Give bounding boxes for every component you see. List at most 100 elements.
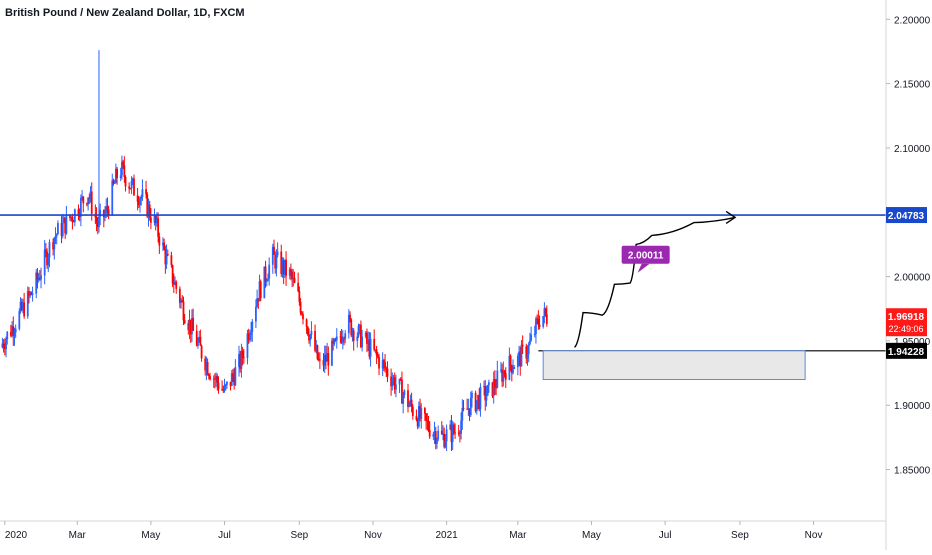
candle-body [285, 259, 287, 276]
candle-body [52, 242, 55, 250]
target-callout: 2.00011 [621, 245, 670, 273]
candle-body [136, 195, 139, 202]
candle-body [251, 321, 254, 333]
candle-body [165, 253, 168, 265]
candle-body [187, 323, 190, 331]
candle-body [275, 255, 278, 269]
candle-body [154, 215, 157, 224]
candle-body [504, 373, 507, 380]
candle-body [82, 196, 85, 204]
candle-body [212, 378, 215, 380]
candle-body [484, 386, 487, 401]
candle-body [323, 354, 326, 366]
candle-body [485, 395, 488, 401]
x-tick-label: Nov [364, 530, 382, 541]
candle-body [60, 223, 63, 236]
candle-body [491, 382, 494, 397]
candle-body [198, 336, 201, 342]
candle-body [209, 376, 211, 380]
candle-body [368, 339, 371, 357]
candle-body [70, 216, 73, 219]
candle-body [63, 217, 65, 223]
candle-body [339, 336, 342, 338]
candle-body [140, 197, 143, 200]
projection-box [542, 350, 806, 380]
candle-body [407, 390, 409, 407]
x-tick-label: Jul [218, 530, 231, 541]
candle-body [494, 379, 496, 388]
candle-body [458, 432, 461, 434]
candle-body [119, 175, 122, 178]
candle-layer [1, 50, 548, 452]
candle-body [449, 424, 452, 430]
candle-body [390, 376, 392, 387]
candle-body [521, 344, 524, 347]
candle-body [123, 165, 126, 177]
candle-body [276, 251, 279, 256]
support-price-label-bg [886, 342, 927, 359]
candle-body [415, 415, 418, 420]
candle-body [106, 206, 109, 210]
candle-body [500, 369, 502, 371]
candle-body [247, 333, 250, 340]
candle-body [139, 199, 141, 206]
candle-body [427, 421, 430, 430]
candle-body [64, 217, 67, 234]
candle-body [267, 278, 269, 281]
candle-body [382, 360, 385, 363]
candle-body [288, 269, 291, 276]
candle-body [37, 277, 40, 280]
candle-body [356, 336, 359, 341]
candle-body [170, 255, 173, 266]
candle-body [112, 180, 115, 184]
support-price-label: 1.94228 [888, 347, 925, 358]
candle-body [326, 352, 329, 362]
candle-body [401, 379, 403, 404]
candle-body [158, 236, 161, 246]
candle-body [545, 314, 548, 324]
candle-body [71, 216, 74, 222]
candle-body [437, 430, 440, 440]
candle-body [133, 178, 135, 196]
candle-body [233, 376, 236, 386]
candle-body [442, 433, 444, 435]
candle-body [19, 301, 22, 312]
candle-body [385, 368, 388, 370]
candle-body [183, 320, 186, 324]
candle-body [460, 420, 463, 434]
candle-body [361, 336, 364, 348]
candle-body [221, 389, 224, 391]
candle-body [305, 319, 308, 327]
y-tick-label: 1.85000 [894, 466, 931, 477]
candle-body [130, 180, 133, 189]
candle-body [191, 318, 193, 335]
candle-body [399, 378, 402, 380]
candle-body [14, 328, 17, 333]
candle-body [197, 341, 199, 346]
candle-body [533, 333, 536, 335]
candle-body [529, 340, 531, 345]
candle-body [402, 394, 405, 404]
candle-body [268, 264, 271, 279]
candle-body [474, 392, 477, 412]
candle-body [508, 355, 511, 380]
candle-body [468, 408, 471, 416]
candle-body [469, 398, 472, 416]
x-tick-label: Sep [731, 530, 749, 541]
candle-body [306, 326, 309, 335]
candle-body [537, 318, 540, 325]
candle-body [454, 432, 456, 434]
candle-body [22, 302, 24, 310]
candle-body [357, 325, 360, 337]
candle-body [510, 365, 513, 373]
candle-body [263, 266, 266, 299]
candle-body [519, 351, 522, 367]
candle-body [366, 332, 368, 344]
candle-body [69, 214, 71, 219]
candle-body [241, 350, 244, 358]
candle-body [147, 204, 150, 217]
candle-body [226, 381, 228, 385]
candle-body [199, 336, 202, 346]
